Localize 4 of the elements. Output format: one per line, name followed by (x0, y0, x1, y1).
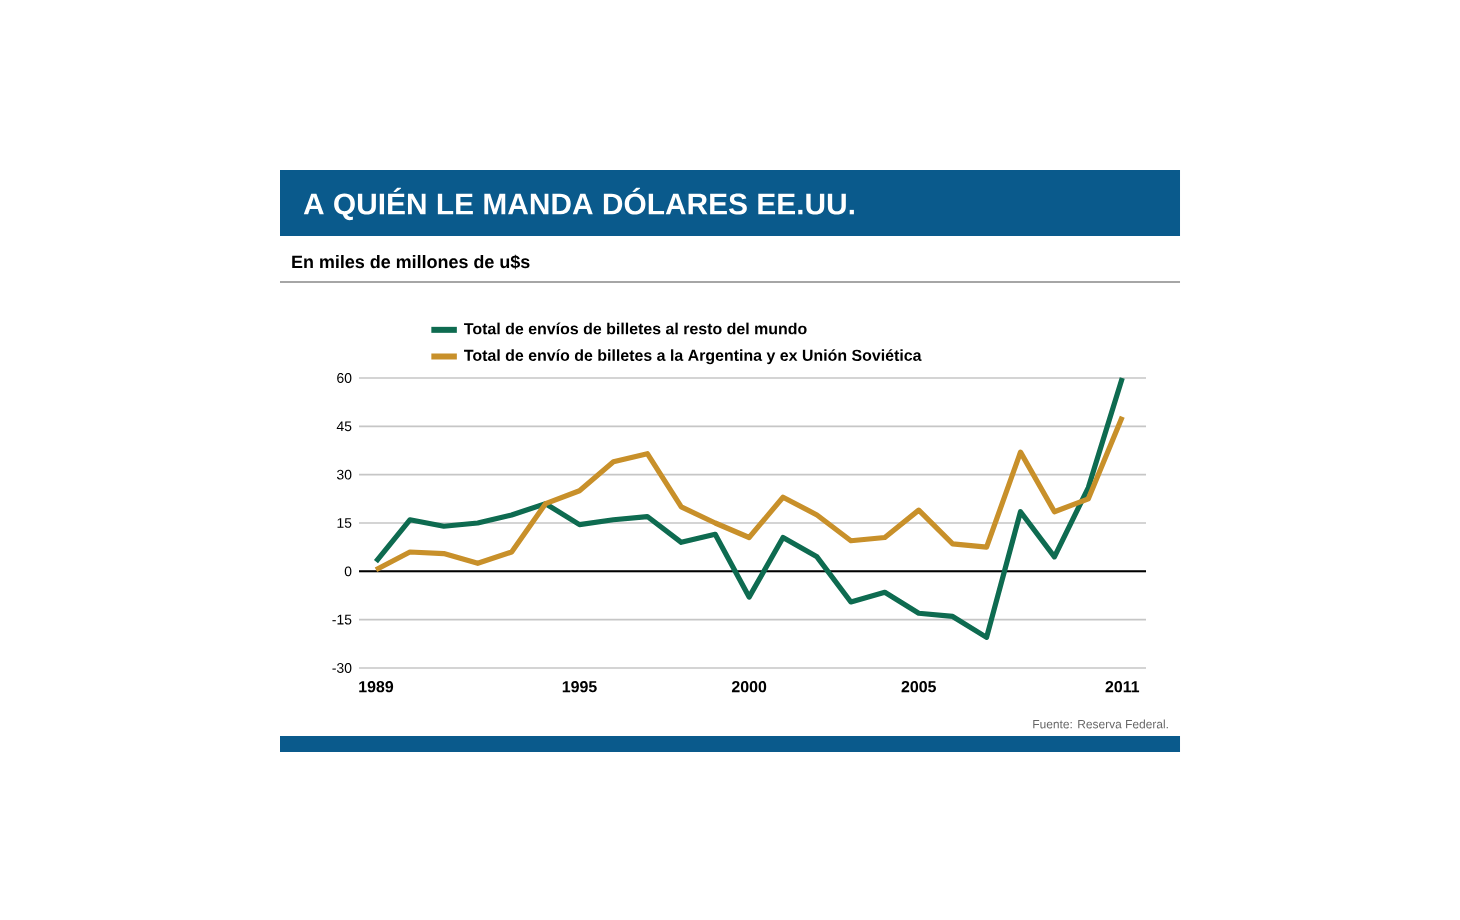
chart-title: A QUIÉN LE MANDA DÓLARES EE.UU. (303, 187, 854, 221)
chart-subtitle: En miles de millones de u$s (292, 254, 530, 270)
line-series (373, 375, 1125, 640)
line-series (373, 414, 1125, 573)
